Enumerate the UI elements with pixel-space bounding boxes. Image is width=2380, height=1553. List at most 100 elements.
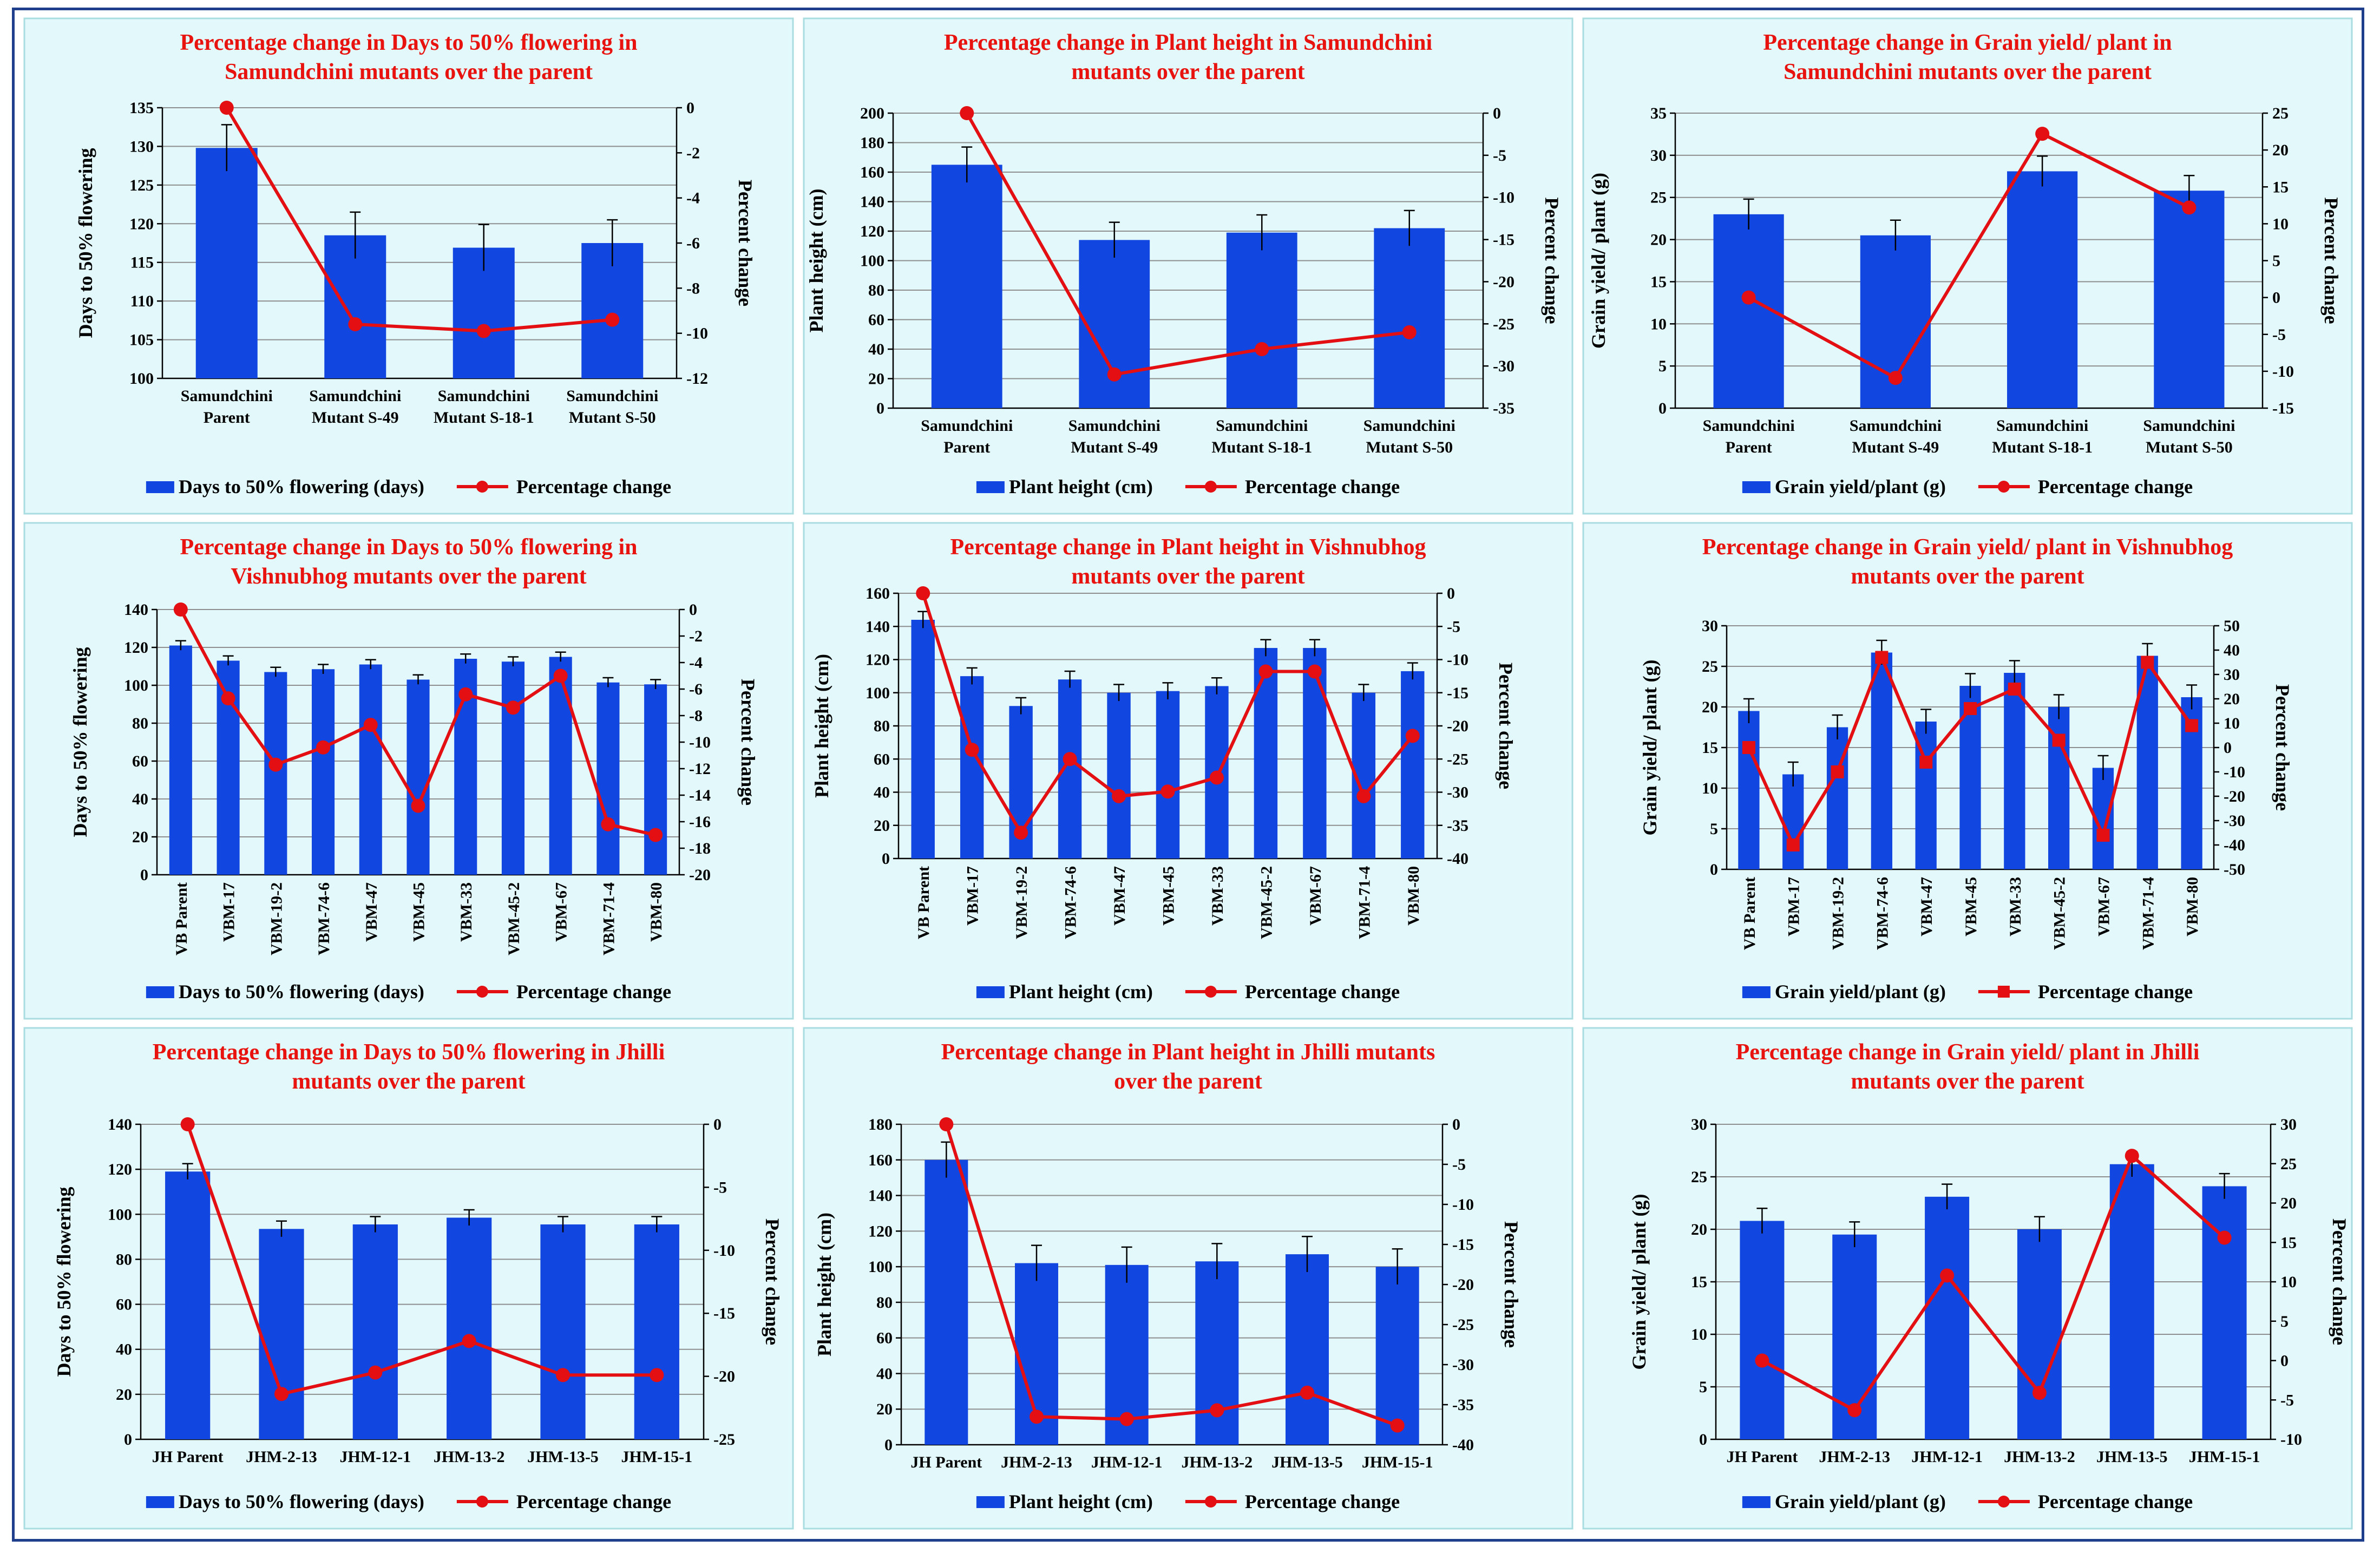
y2-tick-label: -35 [1447, 817, 1468, 835]
y-tick-label: 25 [1650, 189, 1667, 207]
y-tick-label: 0 [1710, 861, 1718, 879]
x-tick-label: Samundchini [1216, 417, 1308, 435]
bar [549, 657, 572, 875]
y2-tick-label: -20 [1493, 273, 1514, 291]
y2-tick-label: 0 [686, 99, 694, 117]
bar [2202, 1186, 2247, 1439]
chart-title-line: mutants over the parent [1851, 1069, 2084, 1094]
percent-change-line [1748, 132, 2190, 381]
y2-tick-label: -14 [689, 787, 711, 804]
y2-tick-label: 10 [2272, 215, 2289, 233]
legend: Grain yield/plant (g) Percentage change [1742, 981, 2193, 1002]
y-tick-label: 25 [1691, 1168, 1707, 1186]
bar [169, 645, 192, 875]
y-tick-label: 80 [116, 1250, 132, 1268]
y-tick-label: 100 [108, 1205, 132, 1223]
y2-tick-label: 30 [2280, 1116, 2297, 1133]
y2-tick-label: -5 [713, 1178, 727, 1196]
chart-title-line: Vishnubhog mutants over the parent [231, 564, 586, 589]
y-tick-label: 20 [876, 1400, 893, 1418]
percent-change-line [965, 112, 1410, 377]
percent-change-point [916, 586, 930, 600]
legend-label-line: Percentage change [516, 1491, 671, 1512]
percent-change-point [2035, 127, 2050, 141]
percent-change-point [1255, 342, 1269, 356]
y-tick-label: 40 [876, 1365, 893, 1382]
y2-axis-title: Percent change [1495, 663, 1517, 789]
legend-label-bars: Days to 50% flowering (days) [179, 1491, 424, 1512]
bar [2017, 1229, 2062, 1439]
bar [1782, 774, 1804, 869]
chart-title-line: Percentage change in Grain yield/ plant … [1763, 30, 2172, 55]
chart-title-line: Percentage change in Days to 50% floweri… [180, 535, 638, 560]
y2-tick-label: -5 [1452, 1156, 1466, 1174]
percent-change-point [2096, 829, 2110, 842]
x-tick-label: VBM-67 [2095, 877, 2113, 936]
y-tick-label: 180 [860, 134, 884, 152]
legend-label-line: Percentage change [1245, 476, 1400, 497]
y2-tick-label: -20 [1447, 717, 1468, 735]
percent-change-point [1210, 1403, 1224, 1418]
bar [1303, 648, 1327, 859]
percent-change-point [1014, 825, 1028, 840]
percent-change-point [965, 743, 979, 757]
x-tick-label: JHM-12-1 [340, 1448, 411, 1466]
percent-change-point [2185, 719, 2199, 732]
y-tick-label: 100 [866, 684, 890, 702]
y-tick-label: 5 [1710, 820, 1718, 838]
bar [2004, 673, 2025, 869]
y-tick-label: 40 [116, 1341, 132, 1359]
x-tick-label: VBM-45-2 [2051, 877, 2069, 950]
y2-tick-label: -16 [689, 813, 711, 831]
y2-tick-label: 0 [1452, 1116, 1460, 1133]
percent-change-point [1119, 1412, 1134, 1426]
y-tick-label: 20 [1650, 231, 1667, 249]
x-tick-label: Mutant S-49 [1852, 438, 1939, 456]
x-tick-label: VBM-80 [647, 882, 665, 942]
y2-tick-label: -2 [686, 144, 700, 162]
x-tick-label: Mutant S-50 [569, 409, 656, 427]
legend-label-line: Percentage change [2038, 981, 2193, 1002]
percent-change-point [476, 324, 491, 338]
chart-title-line: over the parent [1114, 1069, 1262, 1094]
chart-title-line: Percentage change in Grain yield/ plant … [1736, 1040, 2200, 1065]
y2-tick-label: 0 [2224, 739, 2232, 757]
x-tick-label: Samundchini [181, 387, 273, 405]
y-tick-label: 60 [132, 752, 148, 770]
bar [1286, 1254, 1329, 1445]
x-tick-label: JHM-15-1 [621, 1448, 693, 1466]
chart-panel-background [803, 17, 1573, 515]
x-tick-label: VBM-17 [1785, 877, 1803, 936]
chart-title-line: mutants over the parent [1071, 564, 1304, 589]
y2-tick-label: -30 [1452, 1356, 1474, 1374]
y-tick-label: 0 [1699, 1431, 1707, 1449]
y-axis-title: Days to 50% flowering [75, 148, 96, 338]
legend-swatch-bars [976, 481, 1005, 493]
legend-swatch-bars [146, 986, 174, 998]
bar [931, 165, 1002, 408]
y2-tick-label: -5 [2272, 326, 2286, 344]
x-tick-label: Parent [1726, 438, 1772, 456]
percent-change-line [1761, 1153, 2226, 1413]
bar [2109, 1164, 2154, 1439]
y-tick-label: 140 [124, 601, 148, 619]
y2-tick-label: 25 [2280, 1155, 2297, 1173]
percent-change-point [1063, 752, 1077, 766]
bar [1738, 711, 1760, 869]
y-tick-label: 115 [130, 254, 154, 272]
percent-change-point [411, 798, 425, 813]
y-tick-label: 0 [882, 850, 890, 868]
percent-change-line [225, 107, 613, 333]
bar [195, 148, 258, 378]
y2-tick-label: -12 [689, 760, 711, 778]
x-tick-label: JH Parent [1726, 1448, 1798, 1466]
x-tick-label: Samundchini [1996, 417, 2088, 435]
bar [2154, 191, 2225, 408]
chart-title-line: Percentage change in Plant height in Jhi… [941, 1040, 1435, 1065]
x-tick-label: VBM-80 [1405, 866, 1422, 926]
legend-label-bars: Days to 50% flowering (days) [179, 981, 424, 1002]
percent-change-point [556, 1368, 570, 1382]
chart-panel-4: Percentage change in Days to 50% floweri… [23, 522, 794, 1020]
x-tick-label: VBM-67 [553, 882, 571, 942]
percent-change-point [1307, 664, 1322, 679]
